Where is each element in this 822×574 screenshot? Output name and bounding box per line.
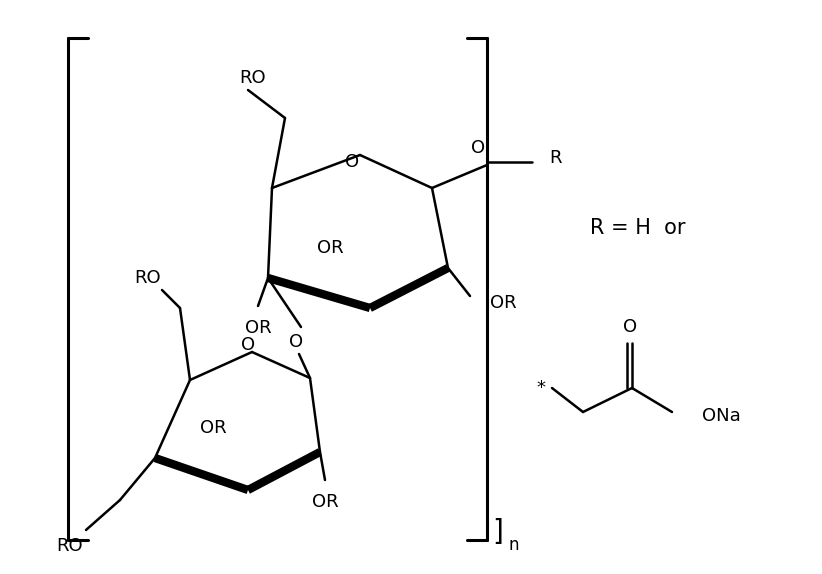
Text: RO: RO bbox=[135, 269, 161, 287]
Text: R = H  or: R = H or bbox=[590, 218, 686, 238]
Text: ]: ] bbox=[492, 518, 503, 546]
Text: n: n bbox=[508, 536, 519, 554]
Text: OR: OR bbox=[490, 294, 516, 312]
Text: R: R bbox=[549, 149, 561, 167]
Text: O: O bbox=[345, 153, 359, 171]
Text: O: O bbox=[623, 318, 637, 336]
Text: O: O bbox=[471, 139, 485, 157]
Text: RO: RO bbox=[56, 537, 83, 555]
Text: RO: RO bbox=[240, 69, 266, 87]
Text: OR: OR bbox=[316, 239, 344, 257]
Text: OR: OR bbox=[245, 319, 271, 337]
Text: OR: OR bbox=[200, 419, 226, 437]
Text: O: O bbox=[241, 336, 255, 354]
Text: OR: OR bbox=[312, 493, 339, 511]
Text: ONa: ONa bbox=[702, 407, 741, 425]
Text: *: * bbox=[537, 379, 546, 397]
Text: O: O bbox=[289, 333, 303, 351]
